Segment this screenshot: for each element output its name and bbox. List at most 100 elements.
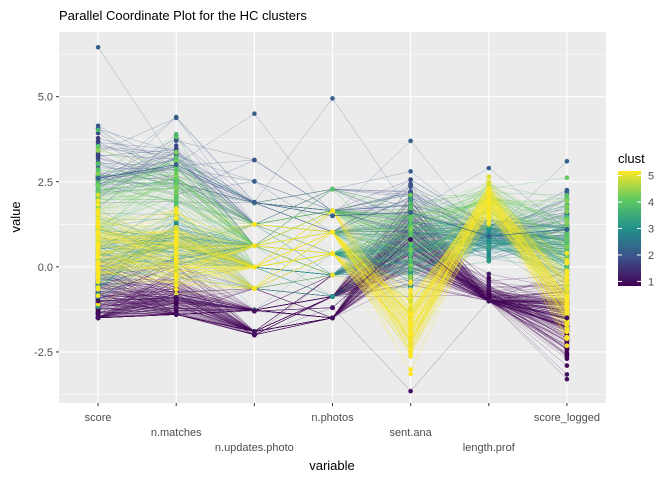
- data-point: [173, 194, 179, 200]
- data-point: [408, 329, 413, 335]
- data-point: [408, 226, 413, 232]
- data-point: [173, 295, 179, 300]
- data-point: [486, 271, 492, 277]
- data-point: [408, 388, 413, 394]
- data-point: [95, 272, 101, 277]
- data-point: [173, 304, 179, 310]
- data-point: [564, 295, 570, 301]
- data-point: [173, 114, 179, 120]
- data-point: [330, 315, 335, 321]
- data-point: [330, 186, 335, 192]
- data-point: [564, 198, 570, 204]
- legend-colorbar: [618, 171, 641, 286]
- data-point: [486, 284, 492, 290]
- data-point: [564, 244, 570, 250]
- data-point: [252, 243, 257, 249]
- data-point: [252, 111, 257, 116]
- data-point: [330, 229, 335, 235]
- data-point: [486, 174, 492, 179]
- data-point: [173, 283, 179, 289]
- data-point: [95, 298, 101, 304]
- data-point: [95, 224, 101, 229]
- data-point: [486, 288, 492, 294]
- data-point: [95, 276, 101, 281]
- data-point: [408, 192, 413, 198]
- data-point: [408, 197, 413, 202]
- data-point: [564, 280, 570, 286]
- data-point: [95, 218, 101, 224]
- data-point: [408, 256, 413, 262]
- data-point: [486, 245, 492, 250]
- legend-tick-label: 5: [648, 171, 654, 183]
- data-point: [95, 293, 101, 299]
- data-point: [95, 167, 101, 173]
- legend-tick-label: 2: [648, 250, 654, 262]
- data-point: [408, 279, 413, 285]
- data-point: [564, 343, 570, 349]
- data-point: [564, 205, 570, 210]
- legend-title: clust: [618, 151, 645, 166]
- x-tick-label: length.prof: [463, 442, 516, 454]
- data-point: [486, 202, 492, 207]
- y-tick-label: 2.5: [38, 177, 53, 189]
- data-point: [95, 230, 101, 235]
- data-point: [564, 376, 570, 382]
- data-point: [95, 139, 101, 144]
- data-point: [95, 253, 101, 259]
- data-point: [330, 305, 335, 311]
- data-point: [564, 372, 570, 377]
- data-point: [330, 213, 335, 219]
- data-point: [486, 221, 492, 226]
- x-axis-title: variable: [309, 458, 355, 473]
- data-point: [564, 327, 570, 333]
- data-point: [95, 309, 101, 315]
- data-point: [173, 131, 179, 137]
- x-tick-label: n.photos: [311, 412, 354, 424]
- data-point: [173, 287, 179, 292]
- data-point: [95, 45, 101, 50]
- data-point: [408, 276, 413, 281]
- legend-ticks: 1 2 3 4 5: [618, 171, 654, 288]
- data-point: [408, 299, 413, 304]
- data-point: [408, 337, 413, 343]
- data-point: [486, 197, 492, 203]
- data-point: [408, 233, 413, 239]
- data-point: [252, 179, 257, 184]
- data-point: [95, 265, 101, 270]
- data-point: [564, 363, 570, 368]
- data-point: [408, 321, 413, 326]
- data-point: [486, 186, 492, 192]
- data-point: [173, 240, 179, 245]
- x-tick-label: sent.ana: [390, 427, 433, 439]
- legend-tick-label: 1: [648, 276, 654, 288]
- data-point: [408, 214, 413, 220]
- data-point: [173, 173, 179, 179]
- data-point: [408, 138, 413, 144]
- data-point: [173, 225, 179, 231]
- data-point: [252, 199, 257, 205]
- data-point: [95, 192, 101, 198]
- data-point: [95, 148, 101, 153]
- data-point: [486, 259, 492, 264]
- data-point: [252, 329, 257, 334]
- data-point: [564, 269, 570, 275]
- data-point: [173, 200, 179, 206]
- data-point: [564, 315, 570, 321]
- data-point: [564, 304, 570, 310]
- x-tick-label: n.updates.photo: [215, 442, 294, 454]
- data-point: [173, 268, 179, 273]
- data-point: [173, 186, 179, 191]
- data-point: [408, 204, 413, 209]
- data-point: [173, 259, 179, 265]
- data-point: [95, 279, 101, 285]
- data-point: [173, 150, 179, 155]
- data-point: [95, 285, 101, 290]
- data-point: [408, 342, 413, 347]
- data-point: [486, 233, 492, 239]
- data-point: [486, 238, 492, 244]
- data-point: [173, 215, 179, 220]
- data-point: [564, 350, 570, 356]
- data-point: [95, 250, 101, 256]
- data-point: [408, 169, 413, 174]
